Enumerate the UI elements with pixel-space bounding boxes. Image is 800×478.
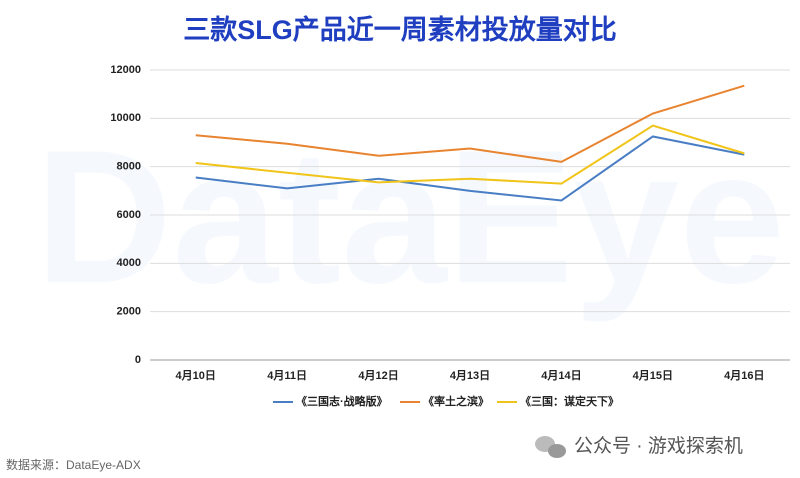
y-tick-label: 0 (135, 354, 141, 366)
x-tick-label: 4月15日 (633, 369, 673, 382)
x-tick-label: 4月12日 (358, 369, 398, 382)
legend-label: 《三国：谋定天下》 (520, 394, 619, 408)
x-tick-label: 4月11日 (267, 369, 307, 382)
y-tick-label: 4000 (117, 257, 141, 269)
x-tick-label: 4月13日 (450, 369, 490, 382)
chart-title: 三款SLG产品近一周素材投放量对比 (183, 14, 617, 45)
x-tick-label: 4月10日 (176, 369, 216, 382)
y-tick-label: 6000 (117, 209, 141, 221)
y-tick-label: 12000 (110, 64, 141, 76)
legend-label: 《三国志·战略版》 (296, 394, 388, 408)
series-line (195, 135, 745, 202)
legend-label: 《率土之滨》 (423, 394, 489, 408)
series-line (195, 124, 745, 185)
watermark: DataEye (35, 111, 785, 323)
x-tick-label: 4月14日 (541, 369, 581, 382)
x-tick-label: 4月16日 (724, 369, 764, 382)
source-note: 数据来源：DataEye-ADX (6, 457, 141, 472)
y-tick-label: 10000 (110, 112, 141, 124)
y-tick-label: 2000 (117, 306, 141, 318)
y-tick-label: 8000 (117, 161, 141, 173)
account-watermark: 公众号 · 游戏探索机 (574, 435, 743, 457)
wechat-icon (535, 436, 566, 458)
series-line (195, 84, 745, 163)
